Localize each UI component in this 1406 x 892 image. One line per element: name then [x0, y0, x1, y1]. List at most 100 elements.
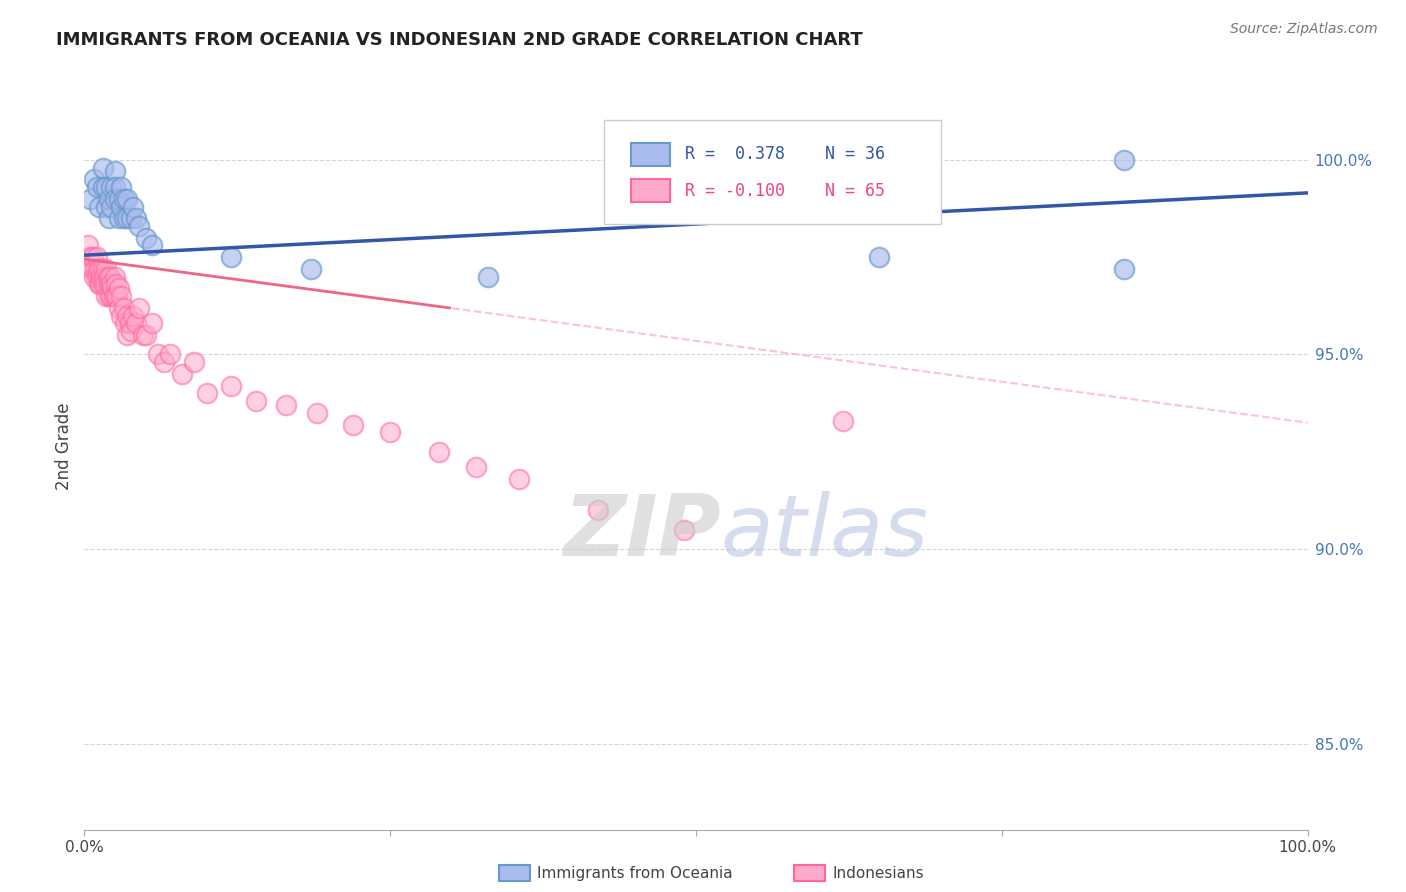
- Point: [87, 200, 110, 214]
- Point: [132, 328, 155, 343]
- Point: [1114, 261, 1136, 276]
- Point: [98, 269, 121, 284]
- Point: [672, 523, 695, 537]
- Point: [219, 250, 242, 264]
- Point: [104, 180, 127, 194]
- Point: [103, 289, 125, 303]
- Point: [87, 261, 110, 276]
- Point: [125, 211, 148, 226]
- Point: [125, 316, 148, 330]
- FancyBboxPatch shape: [605, 120, 941, 224]
- Point: [100, 200, 122, 214]
- Point: [101, 281, 124, 295]
- Point: [107, 192, 129, 206]
- Bar: [631, 143, 671, 166]
- Point: [97, 289, 120, 303]
- Point: [115, 309, 138, 323]
- Point: [380, 425, 402, 440]
- Point: [342, 417, 364, 432]
- Point: [153, 355, 176, 369]
- Point: [508, 472, 530, 486]
- Point: [1114, 153, 1136, 167]
- Point: [94, 277, 117, 292]
- Point: [86, 180, 108, 194]
- Point: [104, 289, 127, 303]
- Point: [91, 261, 114, 276]
- Point: [183, 355, 205, 369]
- Point: [86, 269, 108, 284]
- Point: [120, 324, 142, 338]
- Point: [104, 269, 127, 284]
- Point: [83, 269, 105, 284]
- Point: [115, 211, 138, 226]
- Point: [97, 192, 120, 206]
- Text: Indonesians: Indonesians: [832, 866, 924, 880]
- Point: [120, 211, 142, 226]
- Point: [82, 250, 104, 264]
- Point: [135, 328, 157, 343]
- Point: [114, 316, 136, 330]
- Y-axis label: 2nd Grade: 2nd Grade: [55, 402, 73, 490]
- Point: [100, 180, 122, 194]
- Point: [107, 281, 129, 295]
- Point: [89, 261, 111, 276]
- Point: [128, 219, 150, 233]
- Point: [80, 261, 103, 276]
- Point: [110, 200, 132, 214]
- Point: [135, 230, 157, 244]
- Point: [89, 277, 111, 292]
- Point: [91, 180, 114, 194]
- Point: [869, 250, 891, 264]
- Point: [91, 161, 114, 175]
- Point: [477, 269, 499, 284]
- Text: R =  0.378    N = 36: R = 0.378 N = 36: [685, 145, 884, 163]
- Text: R = -0.100    N = 65: R = -0.100 N = 65: [685, 182, 884, 200]
- Point: [86, 250, 108, 264]
- Point: [97, 269, 120, 284]
- Point: [96, 261, 118, 276]
- Point: [97, 277, 120, 292]
- Point: [118, 316, 141, 330]
- Point: [219, 378, 242, 392]
- Point: [93, 269, 115, 284]
- Point: [305, 406, 328, 420]
- Text: Immigrants from Oceania: Immigrants from Oceania: [537, 866, 733, 880]
- Point: [107, 211, 129, 226]
- Point: [110, 289, 132, 303]
- Point: [77, 238, 100, 252]
- Point: [110, 180, 132, 194]
- Point: [159, 347, 181, 361]
- Text: atlas: atlas: [720, 491, 928, 574]
- Point: [79, 192, 101, 206]
- Point: [299, 261, 322, 276]
- Point: [104, 192, 127, 206]
- Point: [100, 289, 122, 303]
- Text: Source: ZipAtlas.com: Source: ZipAtlas.com: [1230, 22, 1378, 37]
- Point: [245, 394, 267, 409]
- Point: [122, 309, 145, 323]
- Point: [427, 445, 450, 459]
- Point: [83, 172, 105, 186]
- Point: [115, 192, 138, 206]
- Point: [869, 153, 891, 167]
- Point: [464, 460, 486, 475]
- Point: [96, 180, 118, 194]
- Point: [112, 192, 135, 206]
- Point: [79, 250, 101, 264]
- Point: [96, 289, 118, 303]
- Text: IMMIGRANTS FROM OCEANIA VS INDONESIAN 2ND GRADE CORRELATION CHART: IMMIGRANTS FROM OCEANIA VS INDONESIAN 2N…: [56, 31, 863, 49]
- Bar: [631, 179, 671, 202]
- Point: [146, 347, 169, 361]
- Point: [112, 211, 135, 226]
- Point: [105, 289, 128, 303]
- Point: [100, 277, 122, 292]
- Point: [105, 277, 128, 292]
- Point: [586, 503, 609, 517]
- Point: [107, 301, 129, 315]
- Point: [112, 301, 135, 315]
- Point: [122, 200, 145, 214]
- Point: [141, 238, 163, 252]
- Point: [831, 414, 853, 428]
- Point: [115, 328, 138, 343]
- Point: [97, 211, 120, 226]
